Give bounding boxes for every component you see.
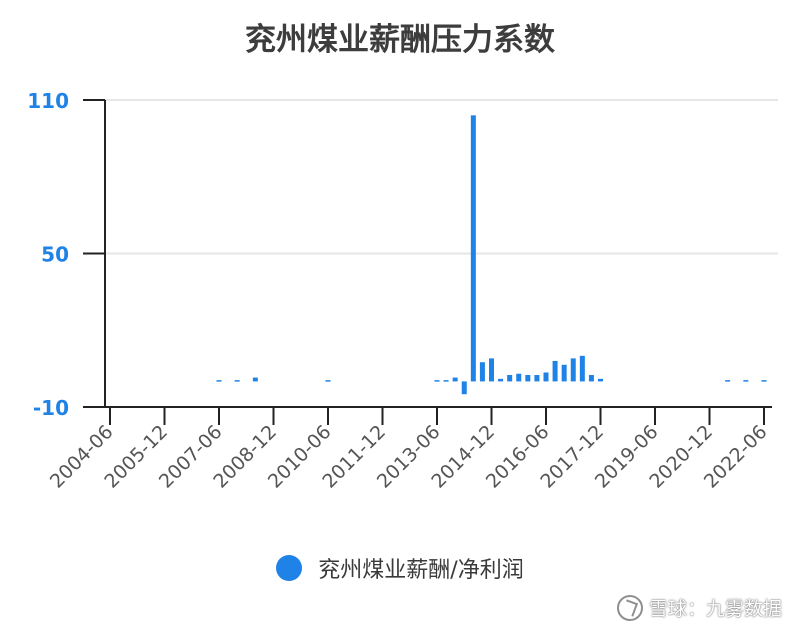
bar [252, 377, 258, 382]
bar [570, 358, 576, 382]
bar [443, 380, 449, 382]
watermark: 雪球：九雾数据 [616, 594, 782, 621]
bar [579, 355, 585, 382]
tick-labels: 11050-102004-062005-122007-062008-122010… [27, 89, 771, 493]
legend-label: 兖州煤业薪酬/净利润 [318, 558, 524, 583]
bar [434, 380, 440, 382]
watermark-text: 雪球：九雾数据 [648, 598, 782, 620]
legend[interactable]: 兖州煤业薪酬/净利润 [0, 552, 800, 584]
bar [525, 375, 531, 382]
snowball-logo-icon [616, 594, 643, 621]
bar [561, 364, 567, 382]
axes [83, 99, 772, 425]
bar [598, 378, 603, 382]
bar [489, 358, 494, 382]
bar [743, 380, 749, 382]
bars [216, 115, 767, 395]
bar [479, 362, 485, 382]
bar [498, 378, 504, 382]
bar [507, 375, 513, 382]
bar [516, 373, 522, 382]
bar [234, 380, 240, 382]
chart-title: 兖州煤业薪酬压力系数 [245, 22, 555, 58]
bar [761, 380, 767, 382]
y-tick-label: -10 [33, 396, 69, 420]
y-tick-label: 50 [41, 243, 69, 267]
bar [470, 115, 476, 382]
bar [725, 380, 731, 382]
y-tick-label: 110 [27, 89, 69, 113]
bar [534, 375, 540, 382]
bar [461, 381, 467, 395]
legend-marker [276, 555, 303, 581]
bar [552, 360, 558, 382]
bar [216, 380, 222, 382]
grid-lines [105, 99, 778, 255]
bar [325, 380, 331, 382]
bar [543, 372, 549, 382]
bar [452, 377, 458, 382]
bar [588, 375, 594, 382]
